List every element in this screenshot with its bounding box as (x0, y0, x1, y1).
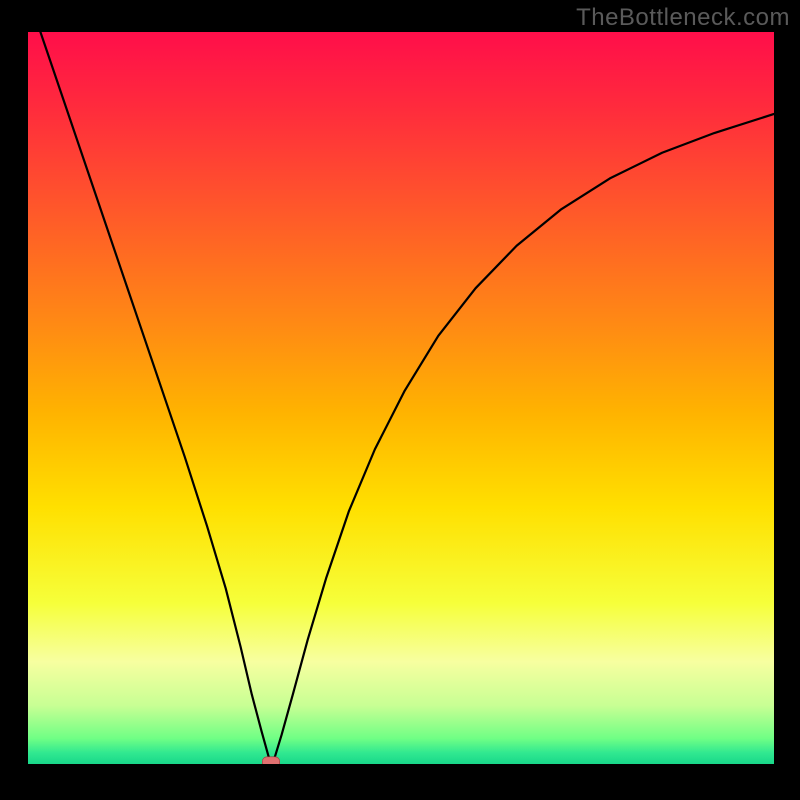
gradient-background (28, 32, 774, 764)
minimum-marker (262, 756, 280, 764)
watermark-label: TheBottleneck.com (576, 4, 790, 32)
plot-area (28, 32, 774, 764)
chart-container: TheBottleneck.com (0, 0, 800, 800)
